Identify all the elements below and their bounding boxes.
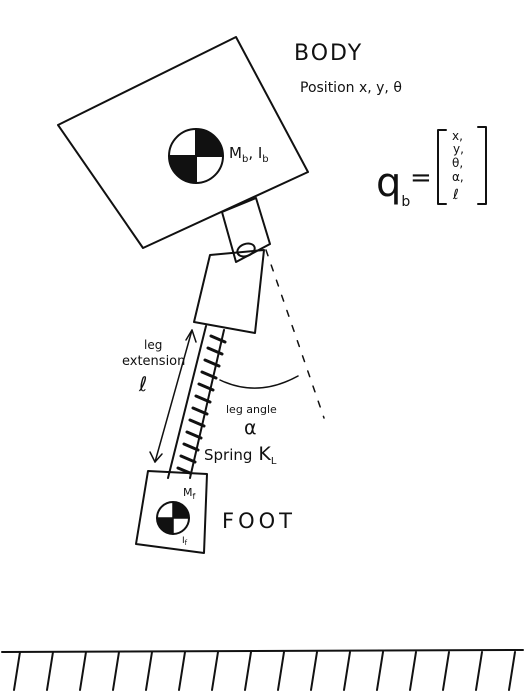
state-vector-entry: α, [452, 170, 464, 184]
foot-title: FOOT [222, 509, 296, 533]
spring-label: Spring KL [204, 443, 277, 467]
leg-extension-symbol: ℓ [138, 372, 147, 396]
body-block [57, 36, 309, 249]
ground-hatch-mark [277, 651, 285, 691]
leg-shaft-right [189, 329, 225, 479]
state-vector-lhs: qb [376, 160, 410, 210]
spring-coil-icon [176, 334, 227, 475]
leg-extension-arrowhead-bottom [149, 451, 163, 463]
ground-hatch-mark [13, 651, 21, 691]
ground-hatch-mark [310, 651, 318, 691]
state-vector-entry: x, [452, 129, 463, 143]
state-vector-entries: x, y, θ, α, ℓ [452, 129, 464, 203]
leg-angle-symbol: α [244, 417, 257, 439]
ground-hatch-mark [409, 651, 417, 691]
foot-inertia-label: If [182, 536, 188, 547]
ground-hatch-mark [145, 651, 153, 691]
foot-center-of-mass-icon [156, 501, 190, 535]
leg-extension-arrow [154, 329, 193, 463]
ground-hatch-mark [508, 651, 516, 691]
state-vector-entry: y, [453, 142, 464, 156]
ground-hatch-mark [211, 651, 219, 691]
foot-mass-label: Mf [183, 486, 196, 501]
leg-angle-arc [219, 375, 299, 389]
state-vector-left-bracket [437, 129, 447, 205]
foot-block [135, 470, 208, 554]
state-vector-right-bracket [477, 126, 487, 205]
body-center-of-mass-icon [168, 128, 224, 184]
ground-hatch-mark [343, 651, 351, 691]
leg-angle-label: leg angle [226, 403, 277, 416]
leg-shaft-left [167, 325, 207, 479]
leg-sleeve [193, 249, 265, 334]
vertical-reference-line [265, 249, 325, 419]
body-title: BODY [294, 41, 363, 66]
ground-hatch-mark [376, 651, 384, 691]
ground-hatch-mark [244, 651, 252, 691]
leg-extension-label-line2: extension [122, 354, 185, 369]
ground-hatch-mark [112, 651, 120, 691]
leg-extension-arrowhead-top [185, 329, 197, 343]
ground-hatch-mark [475, 651, 483, 691]
state-vector-entry: ℓ [452, 187, 459, 203]
ground-hatch-mark [46, 651, 54, 691]
ground-line [1, 649, 524, 653]
ground-hatch-mark [442, 651, 450, 691]
body-position-label: Position x, y, θ [300, 80, 402, 96]
leg-extension-label-line1: leg [144, 338, 162, 352]
state-vector-entry: θ, [452, 156, 463, 170]
ground-hatching [13, 651, 516, 691]
state-vector-equals: = [410, 163, 432, 193]
ground-hatch-mark [178, 651, 186, 691]
body-mass-inertia-label: Mb, Ib [229, 144, 269, 165]
body-neck [221, 197, 271, 263]
ground-hatch-mark [79, 651, 87, 691]
